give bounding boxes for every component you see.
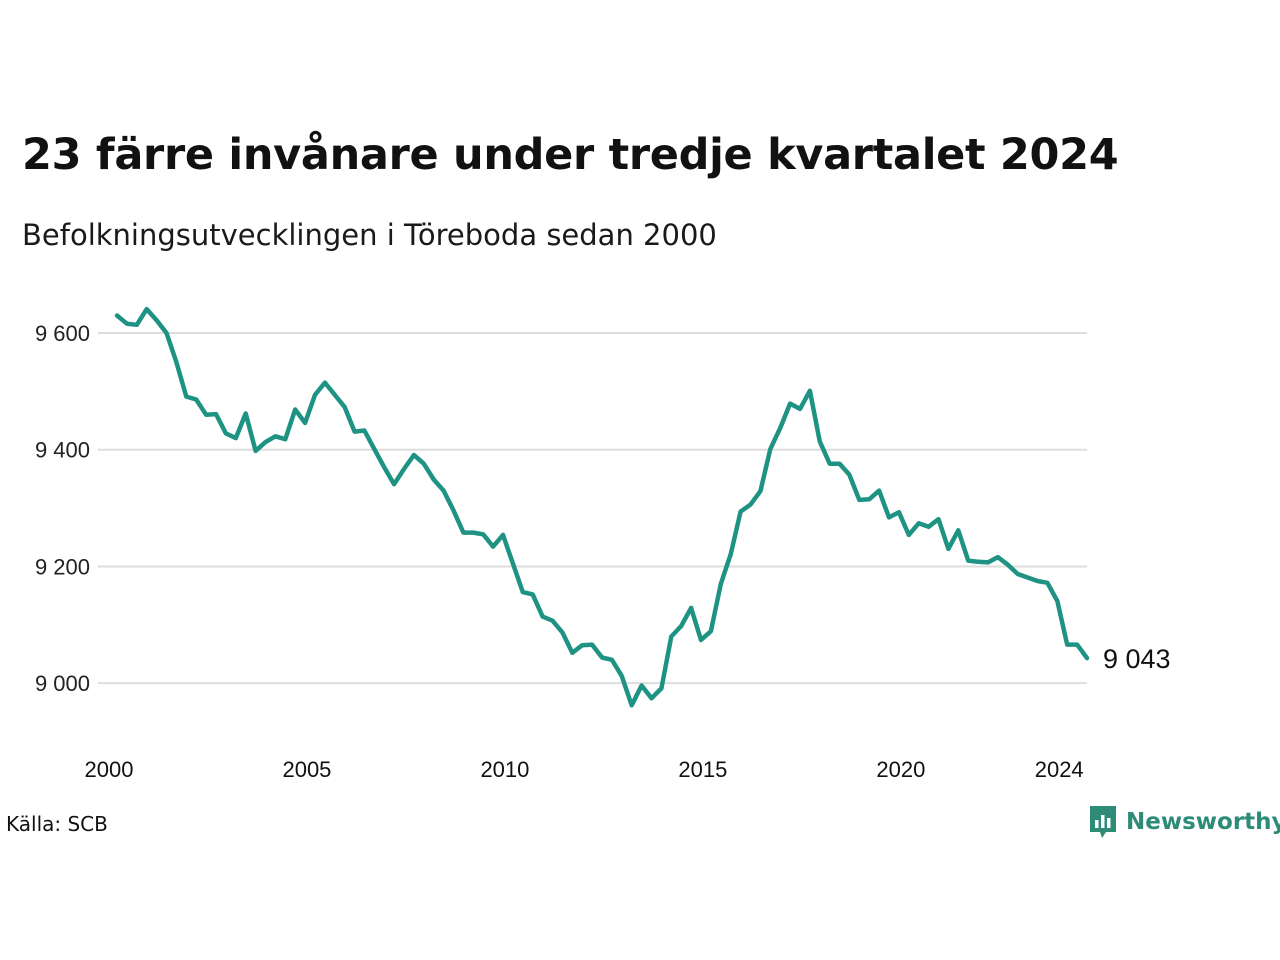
- y-tick-label: 9 600: [35, 321, 90, 346]
- newsworthy-logo-icon: [1090, 806, 1116, 838]
- x-tick-label: 2024: [1035, 757, 1084, 782]
- chart-title: 23 färre invånare under tredje kvartalet…: [22, 130, 1119, 180]
- newsworthy-logo[interactable]: Newsworthy: [1088, 804, 1280, 840]
- x-tick-label: 2000: [85, 757, 134, 782]
- line-chart: 9 000 9 200 9 400 9 600 2000 2005 2010 2015 202…: [35, 306, 1171, 782]
- end-value-label: 9 043: [1103, 644, 1171, 674]
- y-axis-ticks: 9 000 9 200 9 400 9 600: [35, 321, 90, 696]
- end-label-layer: 9 043: [1103, 644, 1171, 674]
- x-tick-label: 2020: [876, 757, 925, 782]
- source-note: Källa: SCB: [6, 812, 108, 836]
- x-tick-label: 2010: [480, 757, 529, 782]
- series-line-layer: [114, 306, 1090, 708]
- grid-lines: [98, 332, 1087, 685]
- y-tick-label: 9 200: [35, 554, 90, 579]
- newsworthy-logo-text: Newsworthy: [1126, 809, 1280, 835]
- x-tick-label: 2015: [678, 757, 727, 782]
- x-axis-ticks: 2000 2005 2010 2015 2020 2024: [85, 757, 1084, 782]
- y-tick-label: 9 000: [35, 671, 90, 696]
- chart-subtitle: Befolkningsutvecklingen i Töreboda sedan…: [22, 218, 717, 252]
- series-line: [114, 306, 1090, 708]
- x-tick-label: 2005: [282, 757, 331, 782]
- y-tick-label: 9 400: [35, 438, 90, 463]
